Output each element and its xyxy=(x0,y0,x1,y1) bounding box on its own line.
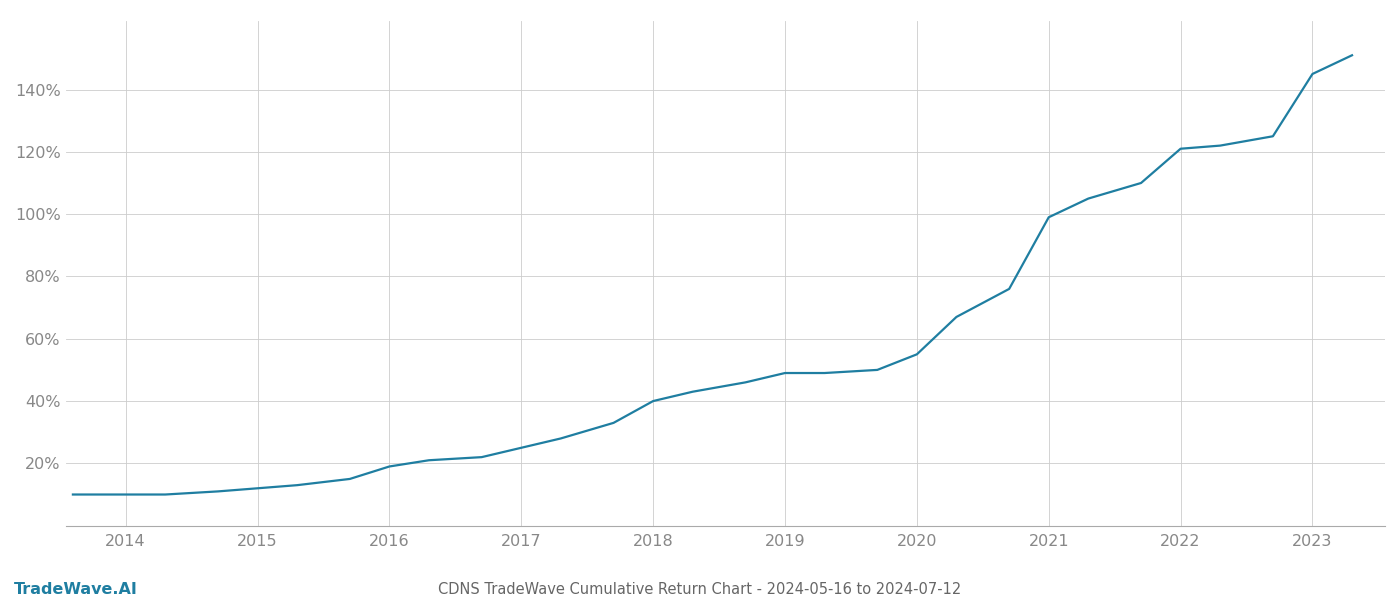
Text: CDNS TradeWave Cumulative Return Chart - 2024-05-16 to 2024-07-12: CDNS TradeWave Cumulative Return Chart -… xyxy=(438,582,962,597)
Text: TradeWave.AI: TradeWave.AI xyxy=(14,582,137,597)
